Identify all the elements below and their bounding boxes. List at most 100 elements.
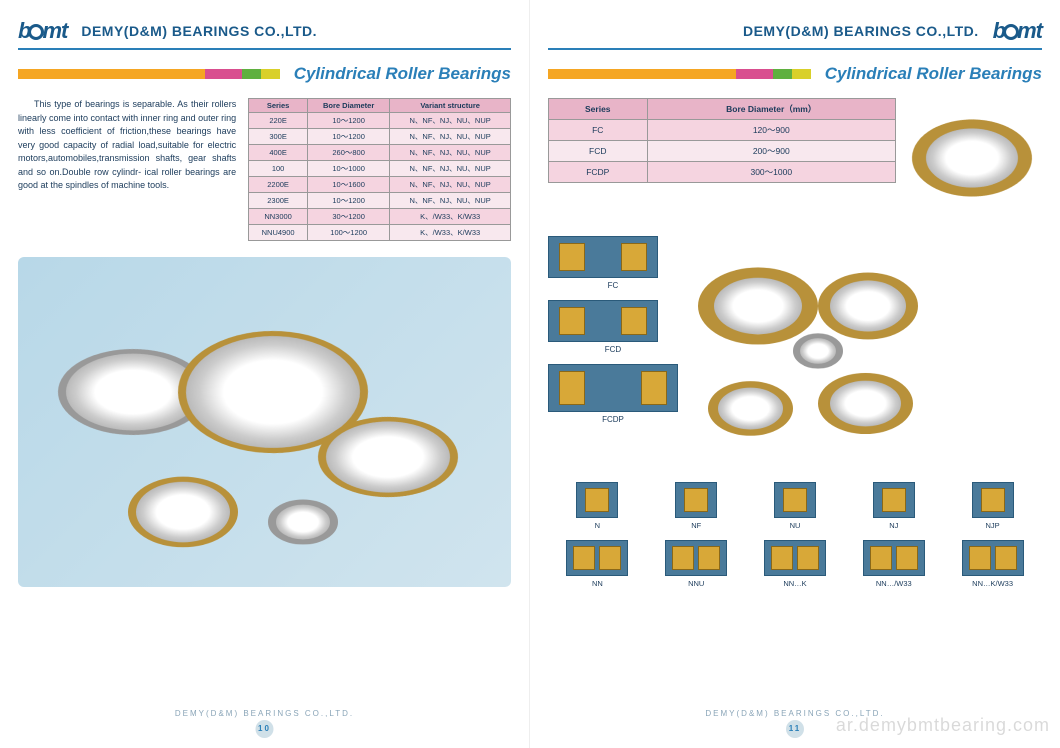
description-paragraph: This type of bearings is separable. As t… [18, 98, 236, 193]
table-cell: NNU4900 [249, 225, 308, 241]
series-table-left: Series Bore Diameter Variant structure 2… [248, 98, 511, 241]
table-cell: 30～1200 [308, 209, 390, 225]
variant-label: NN…K/W33 [962, 579, 1024, 588]
table-cell: N、NF、NJ、NU、NUP [390, 193, 511, 209]
company-name-left: DEMY(D&M) BEARINGS CO.,LTD. [81, 23, 317, 39]
bearing-photo-top-right [912, 98, 1042, 218]
bearing-image [818, 273, 918, 340]
description-text: This type of bearings is separable. As t… [18, 98, 236, 241]
cross-section-icon [962, 540, 1024, 576]
cross-section-icon [675, 482, 717, 518]
stripe-decoration [18, 69, 280, 79]
page-number-right: 11 [786, 720, 804, 738]
table-cell: 400E [249, 145, 308, 161]
bearing-image [128, 477, 238, 548]
table-cell: 10～1200 [308, 113, 390, 129]
table-cell: 220E [249, 113, 308, 129]
variant-label: NF [675, 521, 717, 530]
variant-nnw33: NN…/W33 [863, 540, 925, 588]
table-cell: N、NF、NJ、NU、NUP [390, 177, 511, 193]
variant-label: NJ [873, 521, 915, 530]
bearing-photo-panel-left [18, 257, 511, 587]
cross-section-icon [764, 540, 826, 576]
bearing-image [708, 381, 793, 436]
cross-section-icon [548, 364, 678, 412]
cross-section-icon [972, 482, 1014, 518]
catalog-spread: bmt DEMY(D&M) BEARINGS CO.,LTD. Cylindri… [0, 0, 1060, 748]
table-cell: FCDP [549, 162, 648, 183]
variant-nj: NJ [873, 482, 915, 530]
table-cell: K、/W33、K/W33 [390, 225, 511, 241]
variant-label: N [576, 521, 618, 530]
diagram-label: FC [548, 281, 678, 290]
watermark: ar.demybmtbearing.com [836, 715, 1050, 736]
variant-n: N [576, 482, 618, 530]
table-cell: 200～900 [647, 141, 895, 162]
table-cell: 120～900 [647, 120, 895, 141]
section-title-left: Cylindrical Roller Bearings [294, 64, 511, 84]
section-title-row-right: Cylindrical Roller Bearings [548, 64, 1042, 84]
bearing-image [793, 333, 843, 368]
page-left: bmt DEMY(D&M) BEARINGS CO.,LTD. Cylindri… [0, 0, 530, 748]
variant-label: NU [774, 521, 816, 530]
cross-section-icon [873, 482, 915, 518]
bearing-image [818, 373, 913, 434]
content-row-left: This type of bearings is separable. As t… [18, 98, 511, 241]
variant-nnkw33: NN…K/W33 [962, 540, 1024, 588]
cross-section-icon [576, 482, 618, 518]
variant-label: NN [566, 579, 628, 588]
cross-section-icon [665, 540, 727, 576]
variant-label: NJP [972, 521, 1014, 530]
table-cell: 300～1000 [647, 162, 895, 183]
header-left: bmt DEMY(D&M) BEARINGS CO.,LTD. [18, 18, 511, 50]
footer-company: DEMY(D&M) BEARINGS CO.,LTD. [0, 709, 529, 718]
variant-nnu: NNU [665, 540, 727, 588]
logo-right: bmt [993, 18, 1042, 44]
bearing-image [895, 109, 1049, 208]
table-cell: K、/W33、K/W33 [390, 209, 511, 225]
stripe-decoration [548, 69, 811, 79]
variant-row-2: NN NNU NN…K NN…/W33 NN…K/W33 [548, 540, 1042, 588]
table-cell: N、NF、NJ、NU、NUP [390, 145, 511, 161]
table-cell: 10～1200 [308, 193, 390, 209]
cross-section-icon [548, 300, 658, 342]
th-bore: Bore Diameter [308, 99, 390, 113]
table-cell: FCD [549, 141, 648, 162]
variant-label: NNU [665, 579, 727, 588]
section-title-row-left: Cylindrical Roller Bearings [18, 64, 511, 84]
bearing-photo-panel-right [698, 236, 928, 466]
table-cell: 100 [249, 161, 308, 177]
table-cell: N、NF、NJ、NU、NUP [390, 129, 511, 145]
table-cell: 260～800 [308, 145, 390, 161]
logo-left: bmt [18, 18, 67, 44]
th-variant: Variant structure [390, 99, 511, 113]
table-cell: 2300E [249, 193, 308, 209]
table-cell: 2200E [249, 177, 308, 193]
diagrams-row: FC FCD FCDP [548, 236, 1042, 466]
cross-section-icon [774, 482, 816, 518]
table-cell: 300E [249, 129, 308, 145]
variant-nf: NF [675, 482, 717, 530]
th-series: Series [249, 99, 308, 113]
bearing-image [268, 500, 338, 545]
diagram-label: FCD [548, 345, 678, 354]
variant-label: NN…/W33 [863, 579, 925, 588]
diagram-fcd: FCD [548, 300, 678, 354]
cross-section-icon [566, 540, 628, 576]
table-body-left: 220E10～1200N、NF、NJ、NU、NUP 300E10～1200N、N… [249, 113, 511, 241]
variant-nnk: NN…K [764, 540, 826, 588]
table-cell: N、NF、NJ、NU、NUP [390, 113, 511, 129]
company-name-right: DEMY(D&M) BEARINGS CO.,LTD. [743, 23, 979, 39]
content-row-right-top: Series Bore Diameter（mm） FC120～900 FCD20… [548, 98, 1042, 218]
cross-section-icon [548, 236, 658, 278]
section-title-right: Cylindrical Roller Bearings [825, 64, 1042, 84]
th-series-r: Series [549, 99, 648, 120]
table-cell: NN3000 [249, 209, 308, 225]
th-bore-r: Bore Diameter（mm） [647, 99, 895, 120]
footer-left: DEMY(D&M) BEARINGS CO.,LTD. 10 [0, 709, 529, 738]
diagram-label: FCDP [548, 415, 678, 424]
table-cell: 10～1200 [308, 129, 390, 145]
table-cell: N、NF、NJ、NU、NUP [390, 161, 511, 177]
series-table-right: Series Bore Diameter（mm） FC120～900 FCD20… [548, 98, 896, 183]
header-right: bmt DEMY(D&M) BEARINGS CO.,LTD. [548, 18, 1042, 50]
